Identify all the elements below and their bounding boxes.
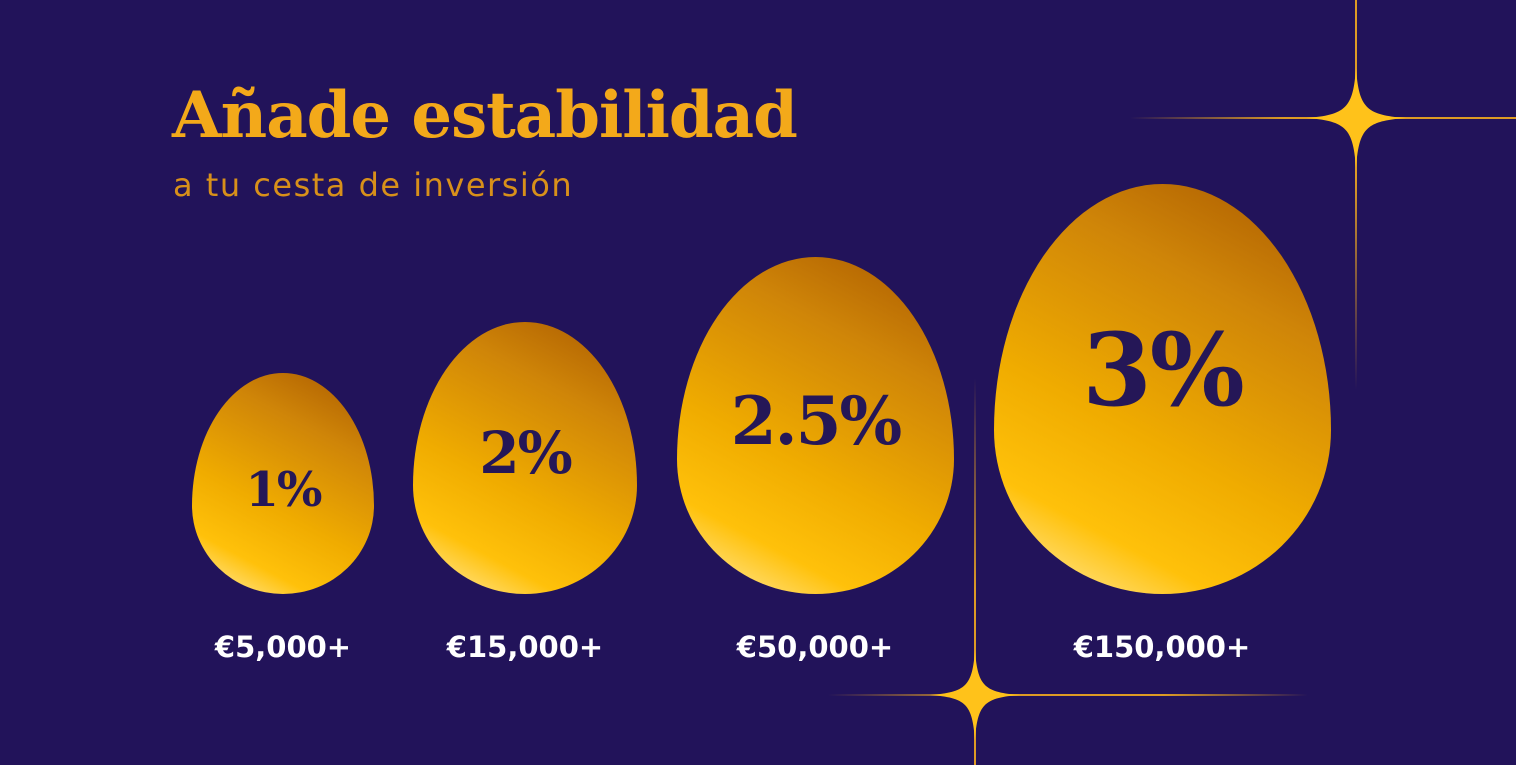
threshold-label-tier-1: €5,000+: [214, 630, 352, 664]
threshold-label-tier-2: €15,000+: [446, 630, 604, 664]
threshold-label-tier-4: €150,000+: [1073, 630, 1251, 664]
rate-label: 2.5%: [730, 381, 903, 460]
four-point-star-icon: [930, 650, 1020, 740]
sparkle-line-horizontal-bottom: [828, 694, 1308, 696]
egg-tier-4: 3%: [994, 184, 1331, 594]
sparkle-line-vertical-bottom: [974, 378, 976, 765]
sparkle-line-vertical-top: [1355, 0, 1357, 390]
headline-subtitle: a tu cesta de inversión: [173, 166, 574, 204]
headline-title: Añade estabilidad: [172, 78, 798, 153]
egg-tier-3: 2.5%: [677, 257, 954, 594]
egg-tier-1: 1%: [192, 373, 374, 594]
threshold-label-tier-3: €50,000+: [736, 630, 894, 664]
four-point-star-icon: [1306, 68, 1406, 168]
rate-label: 3%: [1082, 311, 1245, 429]
rate-label: 2%: [479, 419, 572, 487]
egg-tier-2: 2%: [413, 322, 637, 594]
rate-label: 1%: [245, 461, 322, 518]
